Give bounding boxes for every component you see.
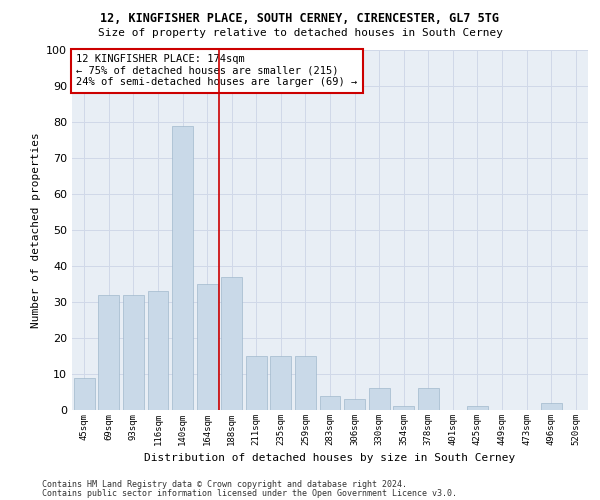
Bar	[271, 356, 292, 410]
Bar	[393, 406, 414, 410]
Bar	[320, 396, 340, 410]
Bar	[197, 284, 218, 410]
Bar	[295, 356, 316, 410]
Text: 12 KINGFISHER PLACE: 174sqm
← 75% of detached houses are smaller (215)
24% of se: 12 KINGFISHER PLACE: 174sqm ← 75% of det…	[76, 54, 358, 88]
X-axis label: Distribution of detached houses by size in South Cerney: Distribution of detached houses by size …	[145, 454, 515, 464]
Bar	[368, 388, 389, 410]
Text: 12, KINGFISHER PLACE, SOUTH CERNEY, CIRENCESTER, GL7 5TG: 12, KINGFISHER PLACE, SOUTH CERNEY, CIRE…	[101, 12, 499, 26]
Bar	[246, 356, 267, 410]
Bar	[123, 295, 144, 410]
Text: Size of property relative to detached houses in South Cerney: Size of property relative to detached ho…	[97, 28, 503, 38]
Y-axis label: Number of detached properties: Number of detached properties	[31, 132, 41, 328]
Bar	[172, 126, 193, 410]
Bar	[148, 291, 169, 410]
Text: Contains HM Land Registry data © Crown copyright and database right 2024.: Contains HM Land Registry data © Crown c…	[42, 480, 407, 489]
Bar	[541, 403, 562, 410]
Bar	[221, 277, 242, 410]
Bar	[344, 399, 365, 410]
Text: Contains public sector information licensed under the Open Government Licence v3: Contains public sector information licen…	[42, 488, 457, 498]
Bar	[98, 295, 119, 410]
Bar	[418, 388, 439, 410]
Bar	[467, 406, 488, 410]
Bar	[74, 378, 95, 410]
